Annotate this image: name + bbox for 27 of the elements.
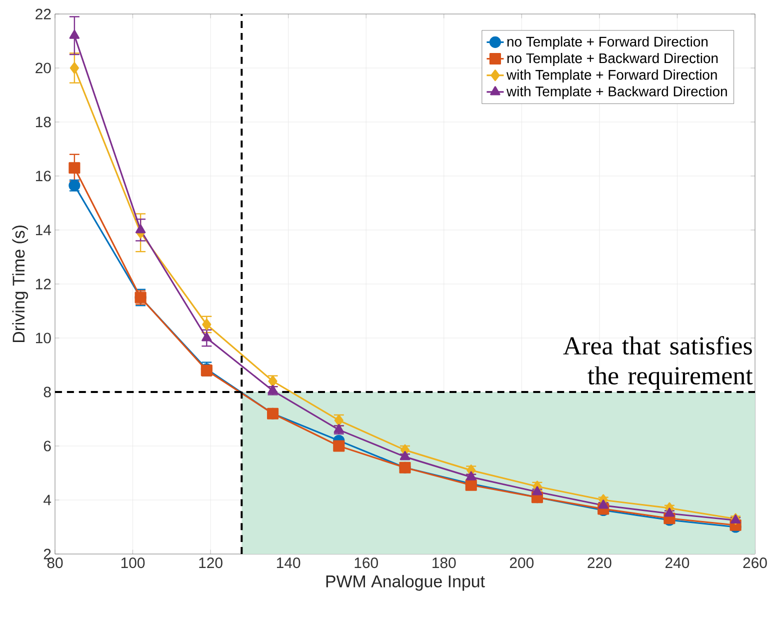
x-tick-label: 180 (432, 558, 456, 568)
x-tick-label: 100 (121, 558, 145, 568)
y-axis-title: Driving Time (s) (12, 226, 28, 342)
x-tick-label: 80 (47, 558, 63, 568)
x-tick-label: 260 (743, 558, 767, 568)
legend-label: with Template + Backward Direction (506, 86, 727, 100)
x-tick-label: 220 (588, 558, 612, 568)
x-tick-label: 200 (510, 558, 534, 568)
y-tick-label: 6 (44, 440, 51, 452)
legend-label: no Template + Backward Direction (507, 52, 718, 66)
x-tick-label: 240 (666, 558, 690, 568)
y-tick-label: 20 (36, 62, 51, 74)
y-tick-label: 4 (44, 494, 52, 506)
annotation: Area that satisfies the requirement (563, 336, 753, 390)
y-tick-label: 16 (36, 170, 51, 182)
x-axis-title: PWM Analogue Input (326, 574, 485, 591)
x-tick-label: 140 (277, 558, 300, 568)
y-tick-label: 8 (44, 386, 51, 398)
y-tick-label: 10 (36, 332, 51, 344)
y-tick-label: 18 (36, 116, 51, 128)
y-tick-label: 22 (36, 8, 51, 20)
x-tick-label: 120 (199, 558, 222, 568)
y-tick-label: 12 (36, 278, 51, 290)
y-tick-label: 14 (36, 224, 52, 236)
legend-label: no Template + Forward Direction (507, 36, 708, 50)
x-tick-label: 160 (354, 558, 378, 568)
legend-label: with Template + Forward Direction (506, 70, 717, 83)
